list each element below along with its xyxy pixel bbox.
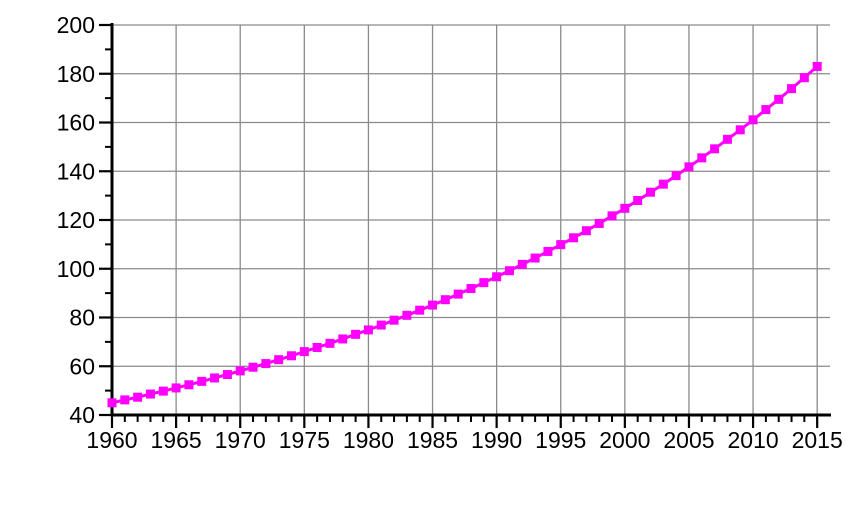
x-tick-label: 1970 [215,427,266,453]
data-point-marker [261,359,271,369]
data-point-marker [722,134,732,144]
data-point-marker [428,300,438,310]
y-tick-label: 180 [57,61,95,87]
data-point-marker [761,105,771,115]
x-tick-label: 1975 [279,427,330,453]
data-point-marker [171,383,181,393]
data-point-marker [402,310,412,320]
y-tick-label: 100 [57,256,95,282]
data-point-marker [389,315,399,325]
data-point-marker [222,370,232,380]
data-point-marker [774,94,784,104]
y-tick-label: 160 [57,110,95,136]
x-tick-label: 1995 [535,427,586,453]
x-tick-label: 1980 [343,427,394,453]
data-point-marker [735,125,745,135]
y-tick-label: 40 [69,402,95,428]
data-point-marker [325,338,335,348]
data-point-marker [812,61,822,71]
data-point-marker [120,395,130,405]
data-point-marker [620,203,630,213]
data-point-marker [363,325,373,335]
data-point-marker [197,376,207,386]
data-point-marker [351,329,361,339]
data-point-marker [517,259,527,269]
data-point-marker [145,389,155,399]
data-point-marker [312,342,322,352]
data-point-marker [248,362,258,372]
data-point-marker [479,278,489,288]
data-point-marker [607,211,617,221]
x-tick-label: 2015 [792,427,843,453]
data-point-marker [799,73,809,83]
y-tick-label: 200 [57,12,95,38]
data-point-marker [504,266,514,276]
data-point-marker [658,179,668,189]
x-tick-label: 1965 [151,427,202,453]
data-point-marker [684,162,694,172]
data-point-marker [492,272,502,282]
data-point-marker [556,240,566,250]
data-point-marker [376,320,386,330]
data-point-marker [530,253,540,263]
data-point-marker [107,398,117,408]
data-point-marker [287,351,296,361]
x-tick-label: 1960 [86,427,137,453]
x-tick-label: 2010 [727,427,778,453]
data-point-marker [543,246,553,256]
data-point-marker [210,373,220,383]
x-tick-label: 1985 [407,427,458,453]
data-point-marker [710,144,720,154]
data-point-marker [633,196,643,205]
data-point-marker [299,347,309,357]
data-point-marker [415,305,425,315]
data-point-marker [338,334,348,344]
data-point-marker [671,171,681,181]
data-point-marker [697,153,707,163]
data-point-marker [158,386,168,396]
y-tick-label: 120 [57,207,95,233]
x-tick-label: 1990 [471,427,522,453]
data-point-marker [466,283,476,293]
data-point-marker [748,115,758,125]
data-point-marker [646,187,655,197]
data-point-marker [235,366,245,376]
data-point-marker [184,380,194,390]
y-tick-label: 60 [69,353,95,379]
y-tick-label: 80 [69,305,95,331]
data-point-marker [133,392,143,402]
data-point-marker [787,84,797,94]
data-point-marker [594,218,604,228]
y-tick-label: 140 [57,158,95,184]
data-point-marker [440,295,450,305]
data-point-marker [453,289,463,299]
data-point-marker [581,226,591,236]
x-tick-label: 2005 [663,427,714,453]
data-point-marker [274,355,284,365]
x-tick-label: 2000 [599,427,650,453]
data-point-marker [569,233,579,243]
